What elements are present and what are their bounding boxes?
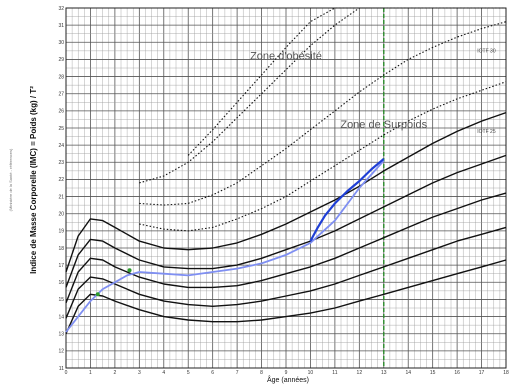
- x-tick-label: 15: [430, 370, 436, 376]
- y-axis-label: Indice de Masse Corporelle (IMC) = Poids…: [29, 86, 38, 274]
- percentile-curve-7: [139, 21, 507, 206]
- y-tick-label: 13: [58, 332, 64, 338]
- tick-labels: 1112131415161718192021222324252627282930…: [58, 6, 509, 376]
- zone-annotation-1: Zone d'obésité: [250, 50, 322, 62]
- y-tick-label: 11: [59, 366, 64, 372]
- x-tick-label: 18: [503, 370, 509, 376]
- percentile-curve-4: [65, 154, 507, 288]
- x-tick-label: 0: [65, 370, 68, 376]
- y-axis-secondary-label: (Ministère de la Santé - références): [8, 148, 13, 211]
- annotations: Zone d'obésité Zone de Surpoids IOTF 30 IOT…: [250, 49, 496, 136]
- data-point-2: [95, 292, 100, 297]
- y-tick-label: 26: [58, 109, 64, 115]
- x-tick-label: 12: [357, 370, 363, 376]
- percentile-curve-2: [65, 226, 507, 319]
- y-tick-label: 21: [58, 194, 64, 200]
- percentile-curve-5: [65, 111, 507, 273]
- y-tick-label: 16: [58, 280, 64, 286]
- x-tick-label: 11: [332, 370, 337, 376]
- data-point-1: [127, 268, 132, 273]
- x-tick-label: 16: [454, 370, 460, 376]
- x-axis-label: Âge (années): [267, 375, 309, 384]
- x-tick-label: 3: [138, 370, 141, 376]
- y-tick-label: 24: [58, 143, 64, 149]
- curve-label-2: IOTF 25: [477, 129, 496, 135]
- grid: [65, 7, 507, 369]
- y-tick-label: 15: [58, 297, 64, 303]
- x-tick-label: 4: [162, 370, 165, 376]
- percentile-curve-3: [65, 192, 507, 304]
- y-tick-label: 30: [58, 40, 64, 46]
- y-tick-label: 12: [58, 349, 64, 355]
- x-tick-label: 17: [479, 370, 485, 376]
- y-tick-label: 20: [58, 212, 64, 218]
- x-tick-label: 6: [211, 370, 214, 376]
- y-tick-label: 32: [58, 6, 64, 12]
- x-tick-label: 8: [260, 370, 263, 376]
- x-tick-label: 2: [113, 370, 116, 376]
- percentile-curves: [65, 7, 507, 334]
- x-tick-label: 5: [187, 370, 190, 376]
- y-tick-label: 23: [58, 160, 64, 166]
- y-tick-label: 22: [58, 177, 64, 183]
- percentile-curve-9: [187, 7, 384, 156]
- y-tick-label: 19: [58, 229, 64, 235]
- x-tick-label: 13: [381, 370, 387, 376]
- y-tick-label: 17: [58, 263, 64, 269]
- x-tick-label: 9: [285, 370, 288, 376]
- x-tick-label: 1: [89, 370, 92, 376]
- x-tick-label: 7: [236, 370, 239, 376]
- zone-annotation-2: Zone de Surpoids: [340, 119, 427, 131]
- y-tick-label: 25: [58, 126, 64, 132]
- plot-frame: [65, 7, 507, 369]
- x-tick-label: 14: [405, 370, 411, 376]
- patient-points: [95, 268, 132, 297]
- patient-series-line-2: [309, 158, 385, 242]
- x-tick-label: 10: [308, 370, 314, 376]
- curve-label-1: IOTF 30: [477, 49, 496, 55]
- y-tick-label: 28: [58, 74, 64, 80]
- y-tick-label: 18: [58, 246, 64, 252]
- percentile-curve-1: [65, 259, 507, 334]
- y-tick-label: 29: [58, 57, 64, 63]
- y-tick-label: 31: [58, 23, 64, 29]
- percentile-curve-6: [139, 81, 507, 232]
- y-tick-label: 14: [58, 314, 64, 320]
- percentile-curve-8: [139, 7, 506, 184]
- y-tick-label: 27: [58, 92, 64, 98]
